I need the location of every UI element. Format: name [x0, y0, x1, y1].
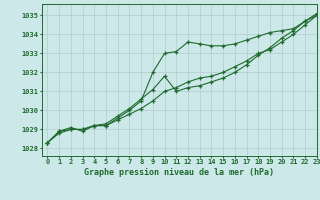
X-axis label: Graphe pression niveau de la mer (hPa): Graphe pression niveau de la mer (hPa)	[84, 168, 274, 177]
